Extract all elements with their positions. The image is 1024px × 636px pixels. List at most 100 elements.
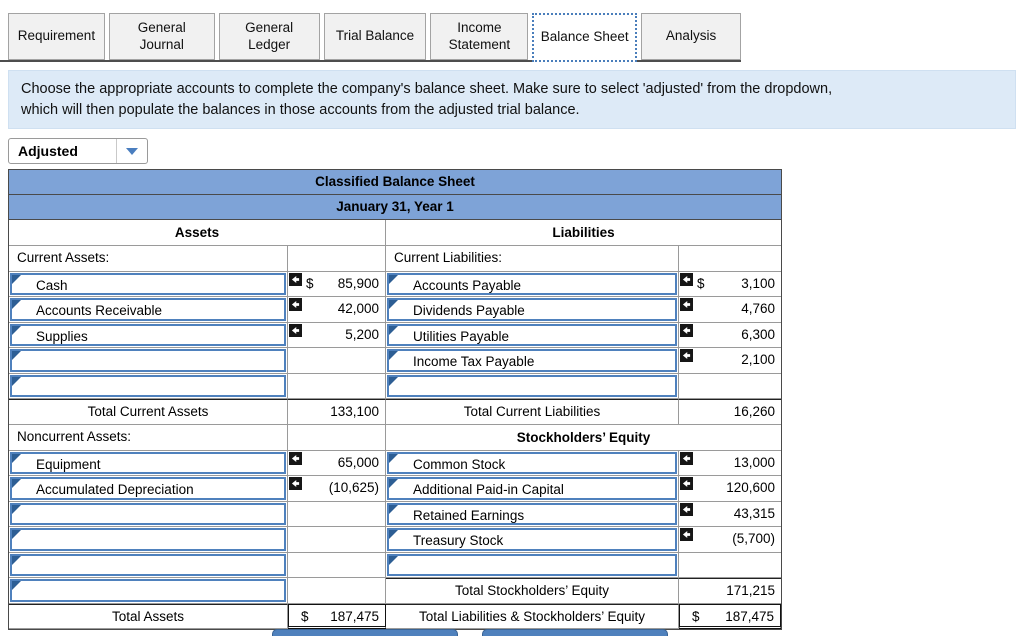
amount-value: 42,000 <box>337 301 379 317</box>
tab-balance-sheet[interactable]: Balance Sheet <box>532 13 638 62</box>
account-label <box>12 377 284 378</box>
dropdown-arrow-box[interactable] <box>116 139 147 164</box>
account-select-box[interactable] <box>10 349 286 372</box>
account-select-box[interactable]: Dividends Payable <box>387 298 677 321</box>
currency-symbol: $ <box>692 608 700 624</box>
account-label <box>12 505 284 506</box>
account-label <box>389 556 675 557</box>
amount-cell <box>679 246 781 272</box>
account-label: Equipment <box>36 456 101 472</box>
account-select-box[interactable]: Retained Earnings <box>387 502 677 526</box>
account-select-box[interactable]: Additional Paid-in Capital <box>387 477 677 500</box>
grand-total-label: Total Liabilities & Stockholders’ Equity <box>386 603 679 630</box>
account-select-cell[interactable]: Accounts Payable <box>386 271 679 298</box>
tab-label: General Journal <box>137 19 186 52</box>
account-select-box[interactable]: Common Stock <box>387 451 677 475</box>
account-select-box[interactable]: Income Tax Payable <box>387 349 677 372</box>
undo-arrow-icon <box>680 451 693 465</box>
account-select-box[interactable]: Accounts Receivable <box>10 298 286 321</box>
trial-balance-version-dropdown[interactable]: Adjusted <box>8 138 148 165</box>
amount-cell <box>679 552 781 579</box>
account-select-box[interactable]: Treasury Stock <box>387 528 677 551</box>
account-select-cell[interactable] <box>9 578 288 604</box>
corner-triangle-icon <box>12 504 21 514</box>
amount-cell <box>288 578 386 604</box>
account-select-cell[interactable]: Utilities Payable <box>386 322 679 349</box>
amount-cell <box>679 373 781 400</box>
amount-cell <box>288 246 386 272</box>
account-select-cell[interactable]: Accumulated Depreciation <box>9 476 288 502</box>
amount-value: (5,700) <box>732 531 775 547</box>
corner-triangle-icon <box>12 351 21 361</box>
section-label: Noncurrent Assets: <box>9 424 288 451</box>
account-label <box>389 377 675 378</box>
undo-arrow-icon <box>289 298 302 312</box>
corner-triangle-icon <box>389 274 398 284</box>
currency-symbol: $ <box>306 275 314 291</box>
account-select-box[interactable] <box>10 579 286 602</box>
account-select-box[interactable]: Equipment <box>10 451 286 475</box>
account-select-cell[interactable] <box>9 373 288 400</box>
account-select-box[interactable] <box>387 553 677 577</box>
corner-triangle-icon <box>389 479 398 489</box>
account-select-cell[interactable]: Accounts Receivable <box>9 297 288 323</box>
account-select-box[interactable] <box>10 528 286 551</box>
tab-trial-balance[interactable]: Trial Balance <box>323 13 427 60</box>
amount-value: 65,000 <box>337 454 379 470</box>
tab-general-ledger[interactable]: General Ledger <box>218 13 320 60</box>
account-select-box[interactable] <box>10 502 286 526</box>
account-label: Income Tax Payable <box>413 354 535 370</box>
account-select-cell[interactable]: Equipment <box>9 450 288 477</box>
account-select-cell[interactable]: Common Stock <box>386 450 679 477</box>
tab-income-statement[interactable]: Income Statement <box>430 13 529 60</box>
nav-button-next[interactable] <box>482 629 668 636</box>
currency-symbol: $ <box>301 608 309 624</box>
account-select-cell[interactable] <box>386 552 679 579</box>
amount-value: 43,315 <box>733 505 775 521</box>
account-label: Supplies <box>36 328 88 344</box>
account-select-cell[interactable] <box>9 527 288 553</box>
amount-cell: 65,000 <box>288 450 386 477</box>
amount-cell: 16,260 <box>679 399 781 425</box>
account-select-cell[interactable]: Cash <box>9 271 288 298</box>
account-select-cell[interactable] <box>386 373 679 400</box>
nav-button-previous[interactable] <box>272 629 458 636</box>
undo-arrow-icon <box>680 502 693 516</box>
tab-general-journal[interactable]: General Journal <box>108 13 215 60</box>
account-select-cell[interactable]: Dividends Payable <box>386 297 679 323</box>
account-select-box[interactable]: Cash <box>10 272 286 296</box>
account-select-box[interactable]: Utilities Payable <box>387 323 677 347</box>
account-select-box[interactable]: Supplies <box>10 323 286 347</box>
tab-analysis[interactable]: Analysis <box>641 13 741 60</box>
currency-symbol: $ <box>697 275 705 291</box>
corner-triangle-icon <box>389 530 398 540</box>
amount-cell: $85,900 <box>288 271 386 298</box>
account-select-cell[interactable]: Supplies <box>9 322 288 349</box>
account-select-box[interactable]: Accounts Payable <box>387 272 677 296</box>
account-select-cell[interactable] <box>9 552 288 579</box>
amount-cell: $3,100 <box>679 271 781 298</box>
corner-triangle-icon <box>12 274 21 284</box>
account-select-box[interactable] <box>10 553 286 577</box>
account-select-cell[interactable]: Treasury Stock <box>386 527 679 553</box>
account-select-box[interactable]: Accumulated Depreciation <box>10 477 286 500</box>
account-label <box>12 556 284 557</box>
corner-triangle-icon <box>12 555 21 565</box>
classified-balance-sheet-table: Classified Balance Sheet January 31, Yea… <box>8 169 782 631</box>
tab-label: General Ledger <box>245 19 294 52</box>
amount-value: 187,475 <box>330 608 379 624</box>
amount-cell <box>288 552 386 579</box>
account-select-cell[interactable]: Retained Earnings <box>386 501 679 528</box>
account-select-cell[interactable]: Additional Paid-in Capital <box>386 476 679 502</box>
amount-cell: 42,000 <box>288 297 386 323</box>
corner-triangle-icon <box>389 504 398 514</box>
liabilities-column-header: Liabilities <box>386 220 781 247</box>
account-select-box[interactable] <box>10 374 286 398</box>
tab-requirement[interactable]: Requirement <box>8 13 105 60</box>
undo-arrow-icon <box>680 477 693 491</box>
account-select-cell[interactable] <box>9 501 288 528</box>
account-select-cell[interactable] <box>9 348 288 374</box>
account-select-box[interactable] <box>387 374 677 398</box>
account-label: Dividends Payable <box>413 303 525 319</box>
account-select-cell[interactable]: Income Tax Payable <box>386 348 679 374</box>
